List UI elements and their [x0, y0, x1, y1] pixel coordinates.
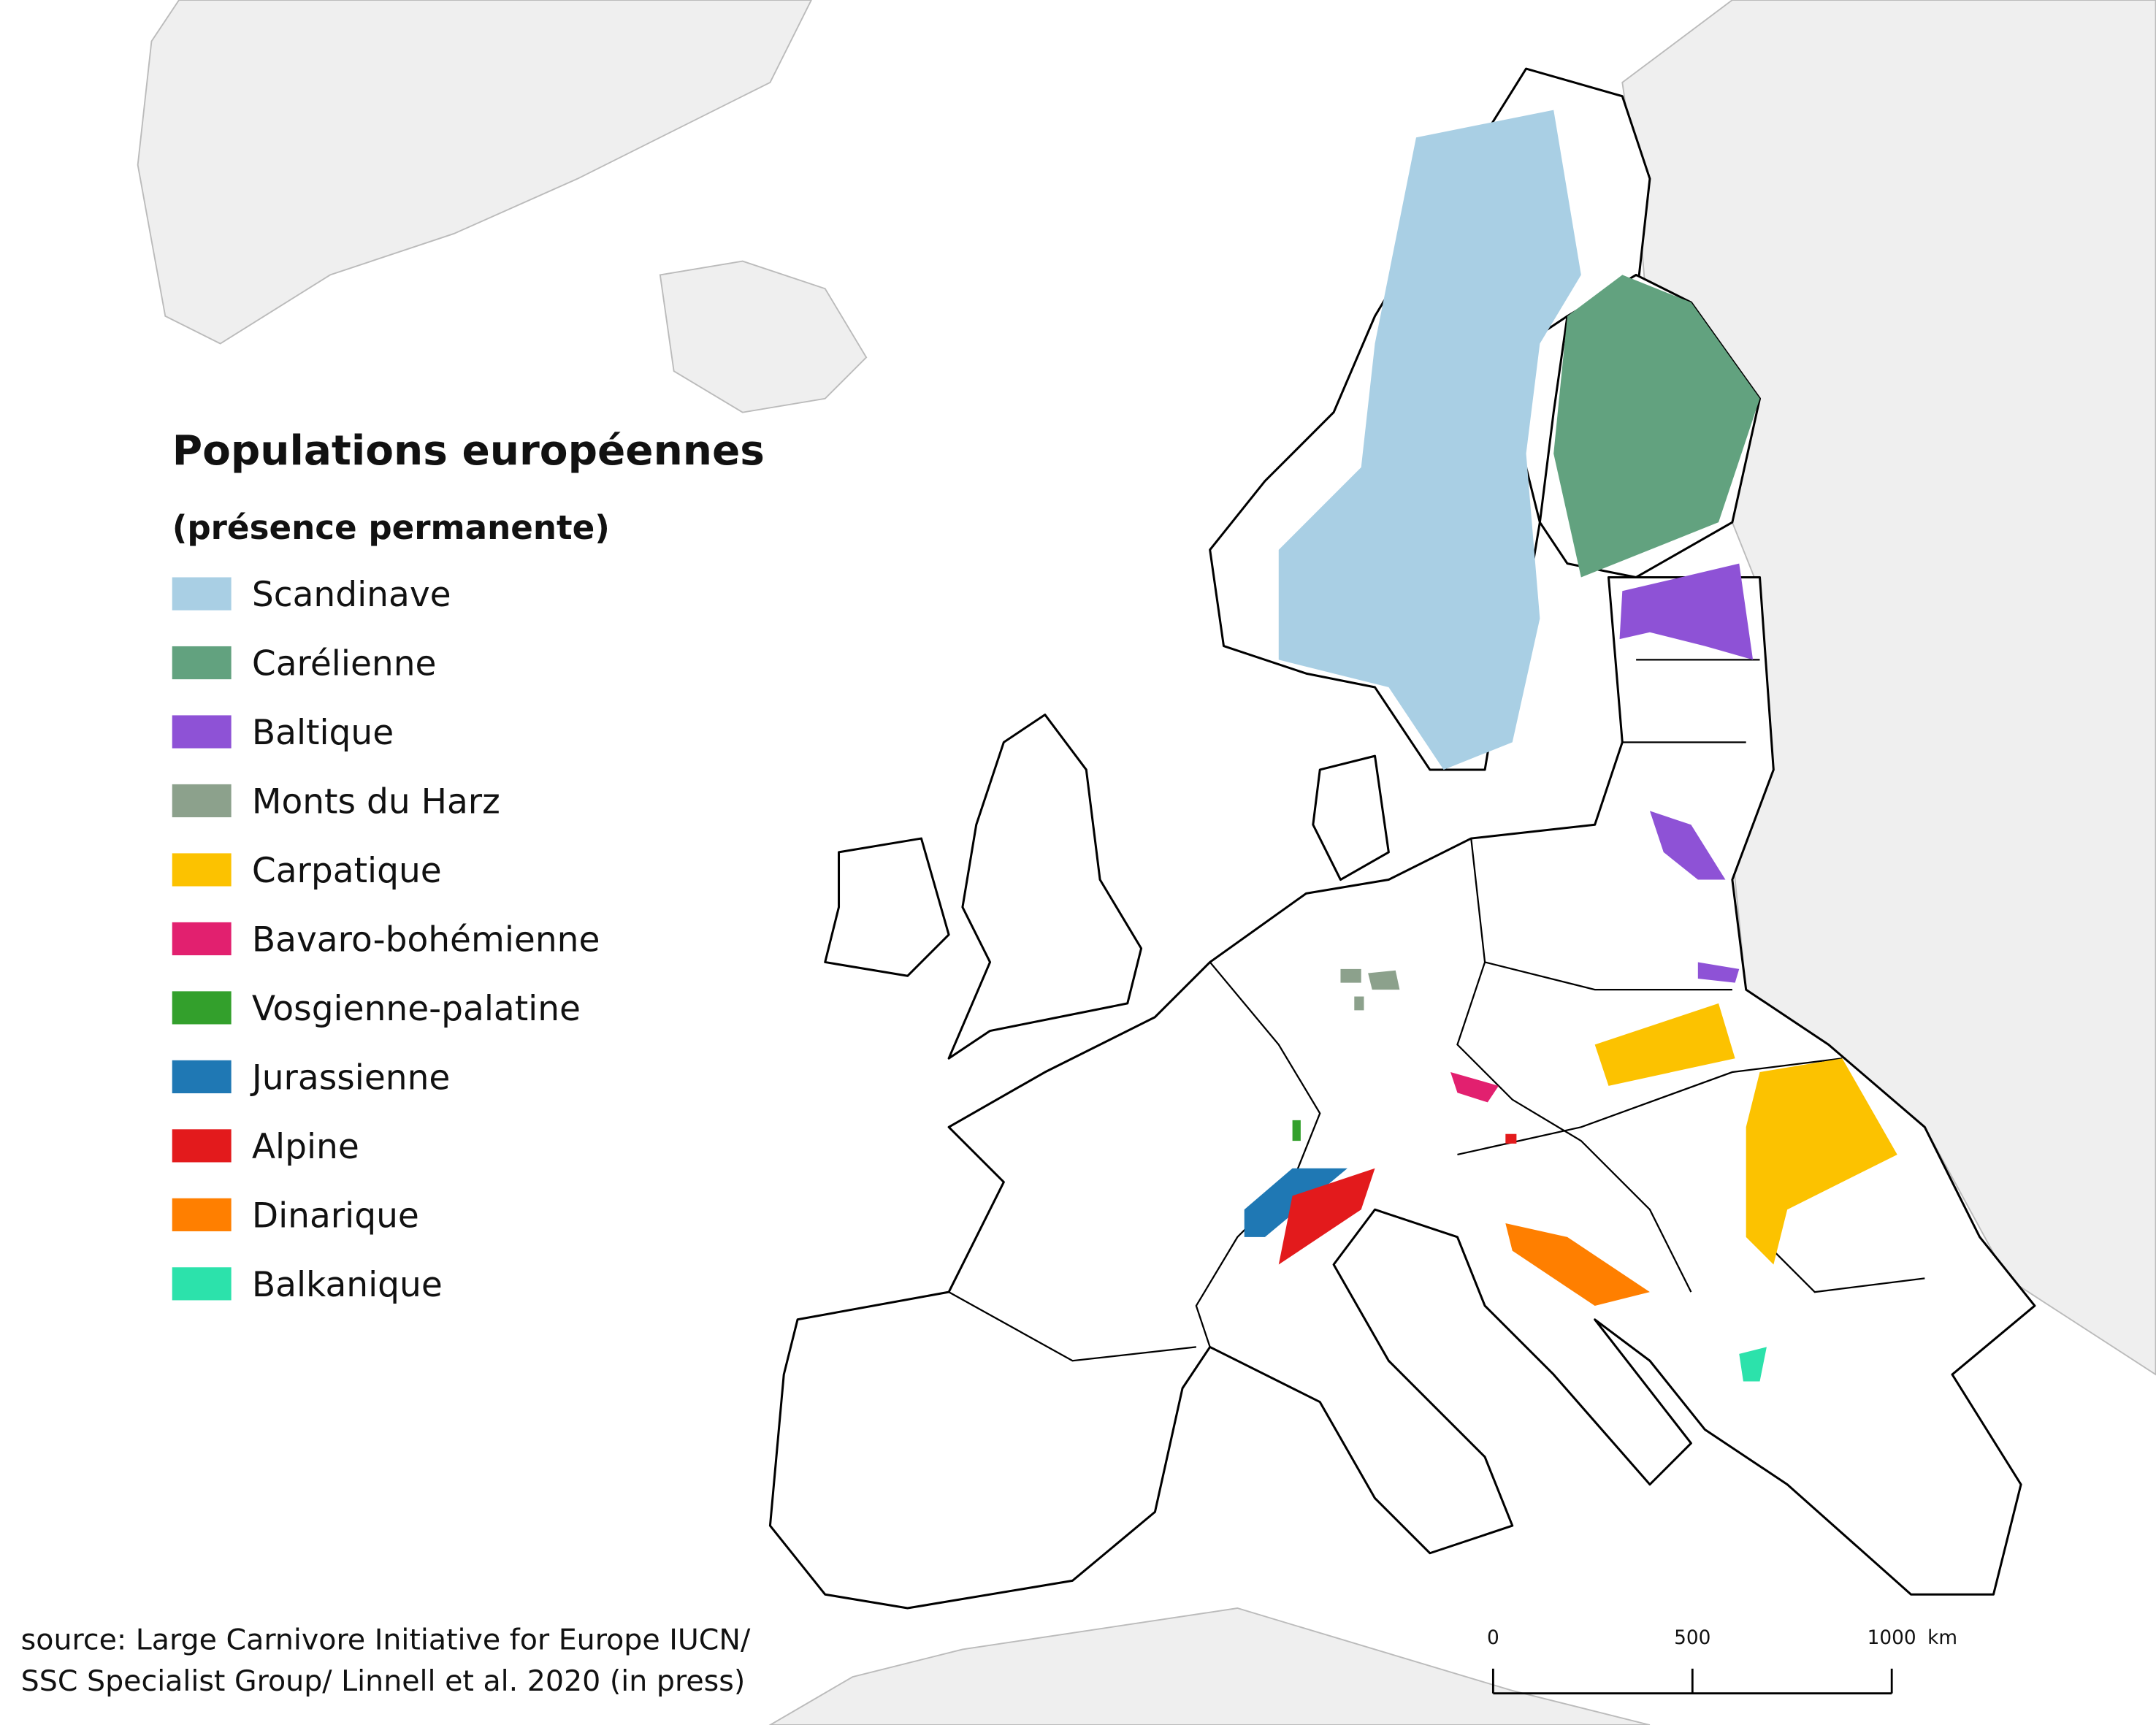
- legend-label: Alpine: [252, 1127, 359, 1167]
- ireland: [824, 837, 950, 977]
- legend-swatch: [172, 1129, 232, 1163]
- africa: [768, 1607, 1651, 1725]
- population-area: [1697, 962, 1740, 983]
- scale-label: 1000: [1868, 1627, 1916, 1649]
- legend-swatch: [172, 1198, 232, 1231]
- border: [948, 1291, 1196, 1362]
- greenland: [137, 0, 812, 345]
- source-text: source: Large Carnivore Initiative for E…: [21, 1623, 751, 1656]
- legend-title: Populations européennes: [172, 427, 765, 475]
- population-area: [1340, 968, 1361, 983]
- legend-label: Jurassienne: [250, 1057, 450, 1098]
- legend-swatch: [172, 853, 232, 887]
- population-area: [1739, 1347, 1767, 1382]
- legend-label: Baltique: [252, 713, 394, 753]
- britain: [947, 714, 1143, 1060]
- population-area: [1505, 1223, 1650, 1306]
- legend-label: Vosgienne-palatine: [252, 989, 581, 1029]
- legend-swatch: [172, 922, 232, 956]
- border: [1484, 961, 1732, 991]
- legend-swatch: [172, 784, 232, 818]
- continent: [768, 575, 2036, 1610]
- border: [1457, 1057, 1843, 1156]
- legend-swatch: [172, 577, 232, 611]
- source-text: SSC Specialist Group/ Linnell et al. 202…: [21, 1664, 746, 1698]
- legend-label: Monts du Harz: [252, 781, 500, 822]
- iceland: [659, 260, 868, 413]
- population-area: [1553, 275, 1760, 578]
- scale-bar: 0 500 1000 km: [1487, 1627, 1957, 1695]
- legend-label: Balkanique: [252, 1265, 443, 1305]
- legend-swatch: [172, 715, 232, 749]
- legend-subtitle: (présence permanente): [172, 508, 610, 547]
- population-area: [1649, 811, 1726, 880]
- scale-label: 0: [1487, 1627, 1499, 1649]
- population-area: [1368, 970, 1400, 990]
- populations: [1244, 110, 1897, 1382]
- legend-label: Bavaro-bohémienne: [252, 919, 600, 960]
- legend-label: Dinarique: [252, 1196, 419, 1236]
- legend-label: Carélienne: [252, 643, 437, 684]
- border: [1759, 1236, 1925, 1293]
- denmark: [1312, 754, 1390, 881]
- population-area: [1746, 1058, 1897, 1265]
- population-area: [1619, 563, 1754, 660]
- population-area: [1292, 1120, 1301, 1141]
- population-area: [1450, 1072, 1499, 1103]
- population-area: [1354, 996, 1364, 1011]
- legend: Populations européennes (présence perman…: [172, 427, 765, 1305]
- population-area: [1505, 1133, 1517, 1144]
- population-area: [1278, 1168, 1375, 1265]
- legend-label: Carpatique: [252, 851, 442, 891]
- legend-swatch: [172, 1267, 232, 1301]
- population-area: [1594, 1003, 1735, 1086]
- legend-swatch: [172, 991, 232, 1025]
- scale-unit: km: [1927, 1627, 1957, 1649]
- population-area: [1278, 110, 1581, 770]
- scale-label: 500: [1674, 1627, 1710, 1649]
- legend-label: Scandinave: [252, 575, 451, 615]
- legend-swatch: [172, 1060, 232, 1093]
- legend-swatch: [172, 646, 232, 680]
